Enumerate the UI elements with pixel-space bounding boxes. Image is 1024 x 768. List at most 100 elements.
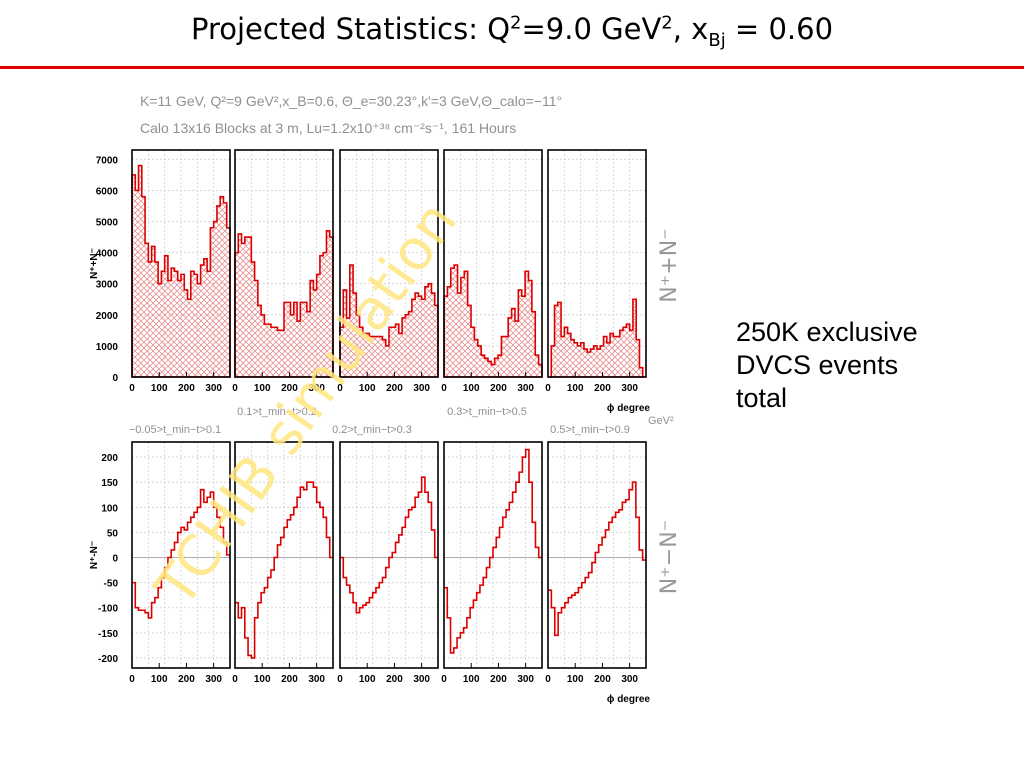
x-tick-label: 0 [232, 674, 238, 685]
y-tick-label: 0 [112, 554, 118, 565]
y-tick-label: 7000 [96, 155, 119, 166]
x-tick-label: 100 [359, 674, 376, 685]
x-tick-label: 200 [490, 674, 507, 685]
histogram-series [132, 488, 230, 619]
x-axis-label: ϕ degree [607, 403, 651, 414]
x-tick-label: 200 [178, 383, 195, 394]
panel-frame [234, 149, 334, 378]
histogram-series [234, 230, 334, 378]
t-bin-label: 0.5>t_min−t>0.9 [550, 424, 630, 436]
y-tick-label: 5000 [96, 218, 119, 229]
panel-frame [547, 149, 647, 378]
histogram-fill [444, 265, 542, 377]
x-tick-label: 300 [308, 383, 325, 394]
x-tick-label: 300 [621, 383, 638, 394]
y-tick-label: -50 [104, 579, 119, 590]
panel-frame [339, 149, 439, 378]
panel-frame [131, 149, 231, 378]
y-tick-label: 100 [101, 503, 118, 514]
x-tick-label: 100 [567, 383, 584, 394]
panel-frame [547, 441, 647, 669]
y-tick-label: 1000 [96, 342, 119, 353]
histogram-series [235, 481, 333, 659]
x-tick-label: 300 [517, 383, 534, 394]
x-tick-label: 0 [129, 674, 135, 685]
panel-frame [131, 441, 231, 669]
histogram-series [444, 448, 542, 654]
histogram-series [548, 298, 646, 378]
t-bin-label: 0.3>t_min−t>0.5 [447, 406, 527, 418]
events-note-line: 250K exclusive [736, 317, 918, 347]
events-note-line: total [736, 383, 788, 413]
x-tick-label: 0 [129, 383, 135, 394]
x-tick-label: 300 [205, 383, 222, 394]
x-tick-label: 0 [337, 383, 343, 394]
x-tick-label: 200 [594, 383, 611, 394]
x-tick-label: 0 [441, 383, 447, 394]
histogram-series [339, 264, 439, 378]
x-tick-label: 100 [567, 674, 584, 685]
y-tick-label: -200 [98, 654, 118, 665]
x-tick-label: 200 [594, 674, 611, 685]
x-tick-label: 300 [517, 674, 534, 685]
panel-frame [339, 441, 439, 669]
slide-title: Projected Statistics: Q2=9.0 GeV2, xBj =… [190, 12, 834, 51]
x-tick-label: 100 [463, 674, 480, 685]
y-tick-label: 6000 [96, 186, 119, 197]
t-bin-label: 0.2>t_min−t>0.3 [332, 424, 412, 436]
x-tick-label: 200 [281, 674, 298, 685]
x-tick-label: 300 [413, 383, 430, 394]
x-tick-label: 100 [151, 383, 168, 394]
y-tick-label: 2000 [96, 311, 119, 322]
y-axis-label: N⁺-N⁻ [89, 541, 100, 569]
x-tick-label: 200 [386, 674, 403, 685]
side-label: N⁺−N⁻ [657, 520, 682, 595]
histogram-series [548, 481, 646, 637]
t-unit-label: GeV² [648, 415, 674, 427]
histogram-series [340, 476, 438, 614]
x-tick-label: 0 [545, 383, 551, 394]
y-tick-label: 3000 [96, 280, 119, 291]
x-tick-label: 300 [413, 674, 430, 685]
y-tick-label: 4000 [96, 249, 119, 260]
histogram-series [443, 264, 543, 378]
histogram-fill [340, 265, 438, 377]
x-tick-label: 200 [281, 383, 298, 394]
x-axis-label: ϕ degree [607, 694, 651, 705]
x-tick-label: 0 [441, 674, 447, 685]
x-tick-label: 200 [386, 383, 403, 394]
x-tick-label: 0 [232, 383, 238, 394]
x-tick-label: 100 [254, 674, 271, 685]
x-tick-label: 100 [359, 383, 376, 394]
x-tick-label: 300 [621, 674, 638, 685]
simulation-watermark: TCHIB simulation [143, 190, 470, 619]
x-tick-label: 100 [254, 383, 271, 394]
x-tick-label: 0 [337, 674, 343, 685]
histogram-fill [132, 165, 230, 377]
t-bin-label: −0.05>t_min−t>0.1 [129, 424, 221, 436]
y-tick-label: 200 [101, 453, 118, 464]
x-tick-label: 0 [545, 674, 551, 685]
events-note-line: DVCS events [736, 350, 899, 380]
x-tick-label: 100 [463, 383, 480, 394]
x-tick-label: 300 [205, 674, 222, 685]
title-divider [0, 66, 1024, 69]
t-bin-label: 0.1>t_min−t>0.2 [237, 406, 317, 418]
chart-header-line-2: Calo 13x16 Blocks at 3 m, Lu=1.2x10⁺³⁸ c… [140, 120, 516, 136]
x-tick-label: 200 [178, 674, 195, 685]
chart-header-line-1: K=11 GeV, Q²=9 GeV²,x_B=0.6, Θ_e=30.23°,… [140, 93, 562, 109]
x-tick-label: 100 [151, 674, 168, 685]
y-tick-label: 150 [101, 478, 118, 489]
histogram-series [131, 164, 231, 378]
x-tick-label: 200 [490, 383, 507, 394]
histogram-fill [548, 299, 646, 377]
panel-frame [443, 149, 543, 378]
events-note: 250K exclusive DVCS events total [736, 316, 996, 415]
side-label: N⁺+N⁻ [657, 228, 682, 303]
y-tick-label: -100 [98, 604, 118, 615]
panel-frame [443, 441, 543, 669]
y-tick-label: 0 [112, 373, 118, 384]
x-tick-label: 300 [308, 674, 325, 685]
panel-frame [234, 441, 334, 669]
